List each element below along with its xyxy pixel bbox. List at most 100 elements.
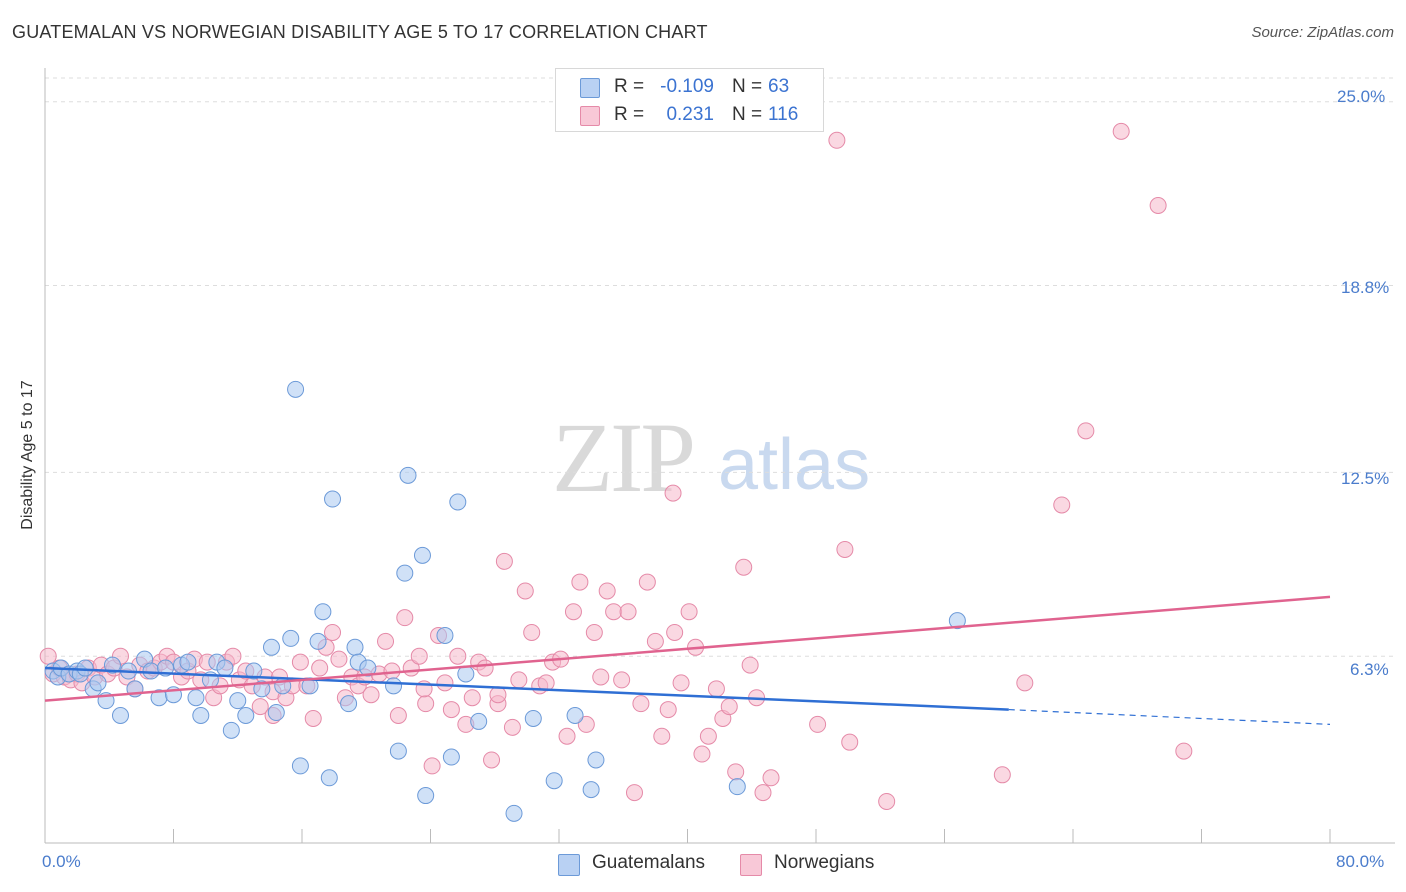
norwegian-trend-line (44, 595, 1331, 702)
norwegian-point (741, 656, 759, 674)
norwegian-point (362, 686, 380, 704)
guatemalan-point (436, 626, 454, 644)
guatemalan-point (222, 721, 240, 739)
norwegian-point (638, 573, 656, 591)
guatemalan-point (237, 707, 255, 724)
norwegian-point (707, 680, 725, 698)
norwegian-point (666, 623, 684, 641)
guatemalan-point (253, 680, 271, 698)
norwegian-point (1053, 496, 1071, 514)
norwegian-point (672, 674, 690, 692)
x-tick-label-max: 80.0% (1336, 852, 1385, 871)
guatemalan-point (291, 757, 309, 775)
guatemalan-point (470, 712, 488, 730)
guatemalan-point (309, 632, 327, 650)
guatemalan-point (396, 564, 414, 582)
y-tick-label: 12.5% (1341, 469, 1390, 488)
norwegian-point (646, 632, 664, 650)
norwegian-point (495, 552, 513, 570)
guatemalan-point (417, 787, 435, 805)
norwegian-point (613, 671, 631, 689)
guatemalan-point (287, 380, 305, 398)
guatemalan-point (216, 659, 234, 677)
guatemalan-trend-line (44, 666, 1009, 711)
norwegian-point (389, 707, 407, 724)
norwegian-legend-icon (740, 854, 762, 876)
norwegian-point (410, 647, 428, 665)
norwegian-point (993, 766, 1011, 784)
norwegian-point (417, 695, 435, 713)
norwegian-point (311, 659, 329, 677)
watermark-atlas: atlas (718, 425, 871, 505)
guatemalan-point (399, 466, 417, 484)
x-tick-label-min: 0.0% (42, 852, 81, 871)
guatemalan-point (314, 603, 332, 621)
norwegian-point (423, 757, 441, 775)
guatemalan-point (524, 709, 542, 727)
norwegian-point (324, 623, 342, 641)
norwegian-point (693, 745, 711, 763)
norwegian-point (251, 698, 269, 716)
norwegian-point (463, 689, 481, 707)
guatemalan-point (111, 707, 129, 724)
y-tick-label: 6.3% (1350, 660, 1389, 679)
norwegian-point (828, 131, 846, 149)
norwegian-point (436, 674, 454, 692)
legend-r-label: R = (614, 104, 645, 125)
guatemalan-point (267, 704, 285, 722)
norwegian-point (489, 686, 507, 704)
norwegian-point (598, 582, 616, 600)
norwegian-point (836, 540, 854, 558)
norwegian-point (564, 603, 582, 621)
legend-r-label: R = (614, 76, 645, 97)
legend-row-norwegians: R = 0.231 N = 116 (556, 102, 823, 130)
norwegian-point (224, 647, 242, 665)
chart-title: GUATEMALAN VS NORWEGIAN DISABILITY AGE 5… (12, 22, 708, 42)
legend-row-guatemalans: R = -0.109 N = 63 (556, 74, 823, 102)
norwegian-point (699, 727, 717, 745)
norwegian-point (1149, 197, 1167, 214)
norwegian-point (664, 484, 682, 502)
guatemalan-point (192, 707, 210, 724)
norwegian-point (878, 792, 896, 810)
norwegian-point (523, 623, 541, 641)
legend-n-label: N = (732, 76, 763, 97)
norwegian-point (1077, 422, 1095, 440)
guatemalan-point (359, 659, 377, 677)
norwegian-point (605, 603, 623, 621)
guatemalan-point (449, 493, 467, 511)
y-tick-label: 25.0% (1337, 87, 1386, 106)
legend-n-label: N = (732, 104, 763, 125)
guatemalan-point (385, 677, 403, 695)
norwegian-point (653, 727, 671, 745)
norwegian-legend-label: Norwegians (774, 852, 875, 873)
guatemalan-point (76, 659, 94, 677)
guatemalan-point (948, 612, 966, 630)
norwegian-point (558, 727, 576, 745)
norwegian-point (762, 769, 780, 787)
norwegian-point (396, 609, 414, 627)
norwegian-point (625, 784, 643, 802)
norwegian-swatch-icon (580, 106, 600, 126)
norwegian-point (571, 573, 589, 591)
guatemalan-point (301, 677, 319, 695)
guatemalan-point (320, 769, 338, 787)
guatemalan-point (389, 742, 407, 760)
norwegian-point (442, 701, 460, 719)
guatemalan-point (245, 662, 263, 680)
guatemalan-point (582, 781, 600, 799)
guatemalan-point (728, 778, 746, 796)
guatemalan-point (505, 804, 523, 822)
guatemalan-point (262, 638, 280, 656)
guatemalan-point (187, 689, 205, 707)
norwegian-point (1112, 122, 1130, 140)
y-axis-label: Disability Age 5 to 17 (19, 380, 36, 530)
norwegian-point (754, 784, 772, 802)
guatemalan-point (89, 674, 107, 692)
legend-r-value: -0.109 (660, 76, 714, 97)
norwegian-point (476, 659, 494, 677)
y-tick-label: 18.8% (1341, 278, 1390, 297)
guatemalan-point (566, 707, 584, 724)
guatemalan-legend-icon (558, 854, 580, 876)
norwegian-point (720, 698, 738, 716)
